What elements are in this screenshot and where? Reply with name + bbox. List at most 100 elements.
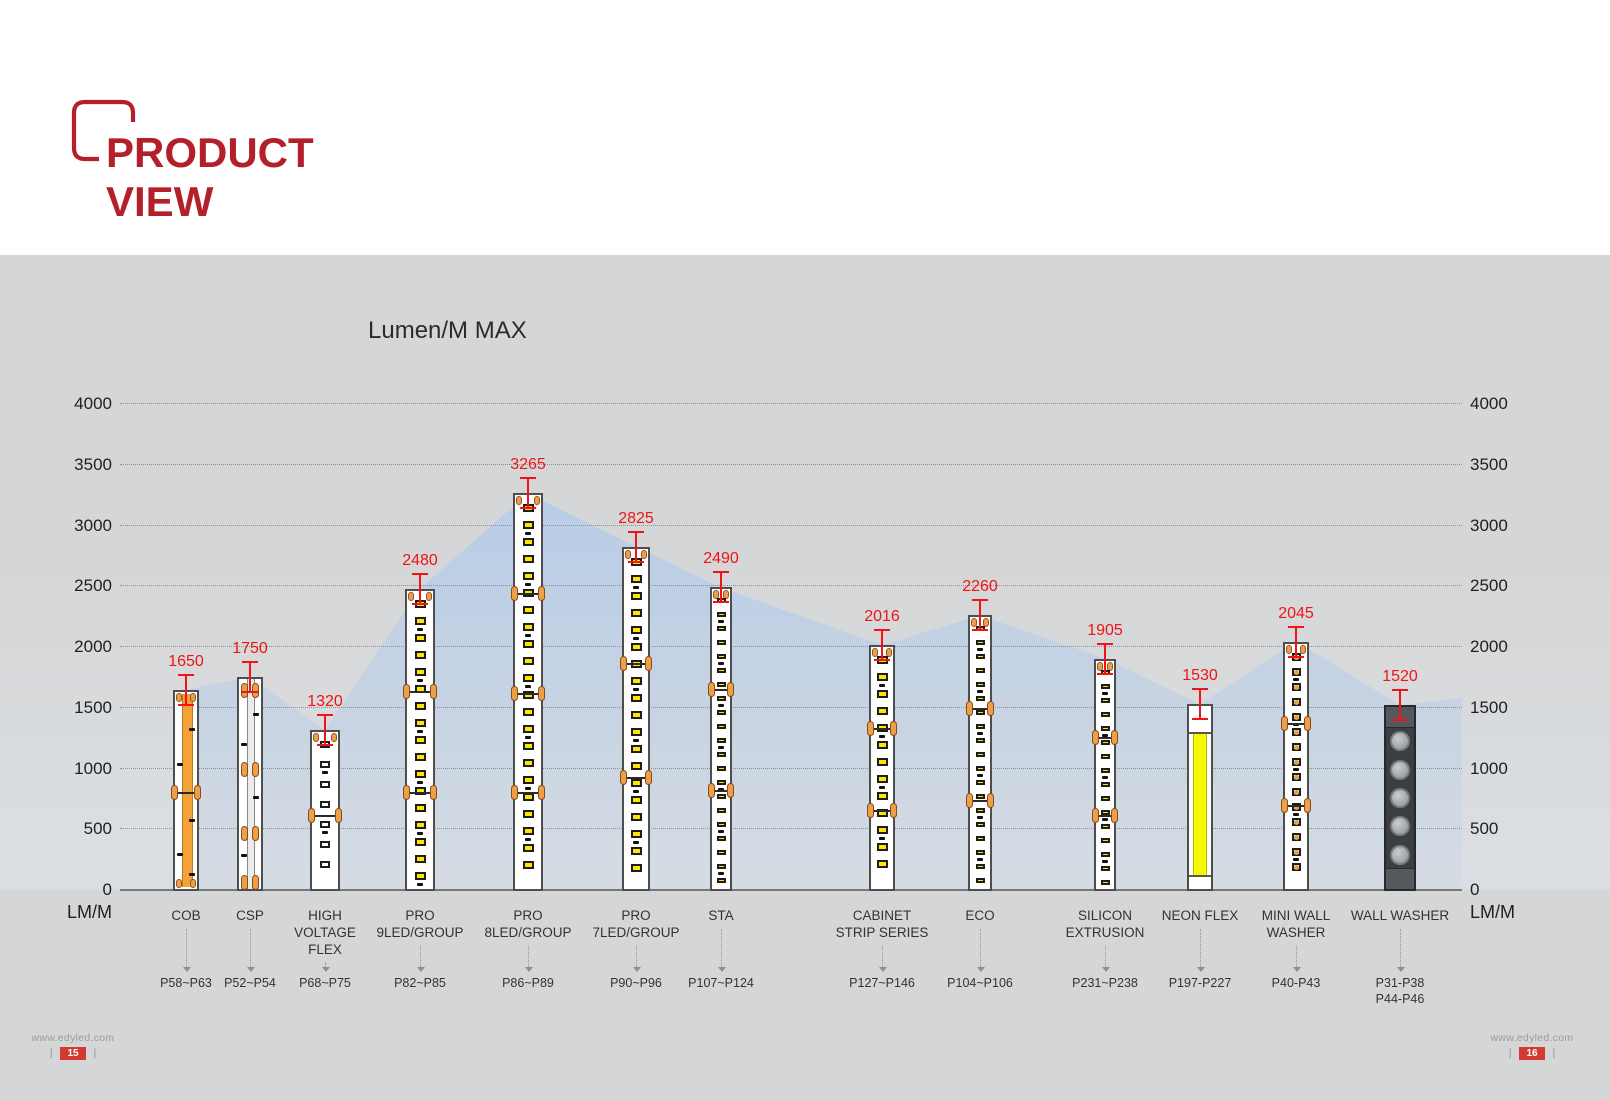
led-chip-icon — [414, 616, 426, 625]
bar-neon-flex — [1187, 704, 1213, 891]
led-chip-icon — [1291, 847, 1301, 856]
solder-pad-icon — [534, 496, 540, 506]
neon-end-cap-top — [1189, 706, 1211, 735]
resistor-icon — [241, 743, 247, 747]
arrow-sta — [721, 929, 722, 967]
connector-pad-icon — [727, 682, 734, 698]
y-tick-left-500: 500 — [83, 819, 112, 839]
lens-icon — [1390, 759, 1410, 780]
error-marker-cob — [178, 673, 194, 706]
error-marker-csp — [242, 661, 258, 694]
solder-pad-icon — [1300, 644, 1306, 654]
resistor-icon — [879, 786, 885, 790]
page-ref-csp: P52~P54 — [185, 975, 315, 991]
error-marker-wall-washer — [1392, 689, 1408, 722]
arrow-silicon-extrusion — [1105, 946, 1106, 967]
error-marker-cap — [1192, 688, 1208, 691]
led-chip-icon — [1291, 817, 1301, 826]
error-marker-stem — [185, 673, 187, 706]
arrow-eco — [980, 929, 981, 967]
connector-pad-icon — [1092, 807, 1099, 823]
error-marker-stem — [1399, 689, 1401, 722]
resistor-icon — [253, 713, 259, 717]
led-chip-icon — [876, 741, 888, 750]
led-chip-icon — [630, 863, 642, 872]
resistor-icon — [1293, 677, 1299, 681]
plot-area: 0 0 500 500 1000 1000 1500 1500 2000 2000 2500 2500… — [0, 255, 1610, 1100]
led-chip-icon — [522, 691, 534, 700]
led-emitter-icon — [1293, 849, 1299, 855]
error-marker-high-voltage-flex — [317, 713, 333, 746]
solder-pad-icon — [190, 878, 196, 888]
error-marker-eco — [972, 599, 988, 632]
category-label-line: WALL WASHER — [1350, 908, 1450, 923]
page-ref-line: P231~P238 — [1072, 976, 1138, 990]
y-tick-right-0: 0 — [1470, 880, 1480, 899]
category-label-line: NEON FLEX — [1161, 908, 1239, 923]
y-tick-left-2500: 2500 — [74, 576, 112, 596]
page-ref-line: P127~P146 — [849, 976, 915, 990]
gridline-4000 — [120, 403, 1462, 404]
led-chip-icon — [320, 780, 330, 788]
y-tick-left-1500: 1500 — [74, 697, 112, 717]
segment-line — [869, 728, 895, 731]
connector-pad-icon — [708, 783, 715, 799]
solder-pad-icon — [1286, 644, 1292, 654]
y-tick-left-0: 0 — [102, 880, 112, 899]
segment-line — [310, 814, 340, 817]
csp-channel — [247, 679, 255, 889]
led-chip-icon — [1291, 697, 1301, 706]
page-ref-pro-7led-group: P90~P96 — [571, 975, 701, 991]
connector-pad-icon — [1281, 715, 1288, 731]
led-emitter-icon — [1293, 669, 1299, 675]
connector-pad-icon — [987, 793, 994, 809]
connector-pad-icon — [403, 784, 410, 800]
connector-pad-icon — [1111, 729, 1118, 745]
error-marker-neon-flex — [1192, 688, 1208, 721]
unit-label-left: LM/M — [67, 902, 112, 922]
error-marker-cap — [317, 713, 333, 716]
solder-pad-icon — [625, 549, 631, 559]
arrowhead-icon — [247, 967, 255, 972]
page-title-line1: PRODUCT — [106, 129, 314, 176]
led-chip-icon — [522, 623, 534, 632]
led-chip-icon — [975, 780, 985, 786]
neon-end-cap-bottom — [1189, 874, 1211, 889]
connector-pad-icon — [430, 784, 437, 800]
solder-pad-icon — [426, 591, 432, 601]
connector-pad-icon — [241, 826, 248, 842]
solder-pad-icon — [983, 618, 989, 628]
resistor-icon — [1102, 775, 1108, 779]
led-chip-icon — [1100, 753, 1110, 759]
category-label-line: STA — [708, 908, 734, 923]
page-ref-line: P90~P96 — [610, 976, 662, 990]
error-marker-cap — [520, 507, 536, 510]
connector-pad-icon — [987, 701, 994, 717]
connector-pad-icon — [708, 682, 715, 698]
gridline-3500 — [120, 463, 1462, 465]
connector-pad-icon — [1092, 729, 1099, 745]
y-tick-right-3000: 3000 — [1470, 515, 1508, 535]
connector-pad-icon — [890, 721, 897, 737]
connector-pad-icon — [538, 686, 545, 702]
solder-pad-icon — [723, 590, 729, 600]
segment-line — [622, 776, 650, 779]
led-chip-icon — [876, 673, 888, 682]
arrowhead-icon — [1293, 967, 1301, 972]
led-chip-icon — [522, 657, 534, 666]
led-chip-icon — [1291, 667, 1301, 676]
led-chip-icon — [876, 690, 888, 699]
error-marker-stem — [527, 477, 529, 510]
pipe-decoration: | — [1508, 1048, 1512, 1059]
connector-pad-icon — [620, 655, 627, 671]
category-label-wall-washer: WALL WASHER — [1325, 907, 1475, 924]
gridline-500 — [120, 828, 1462, 830]
page-ref-cabinet-strip-series: P127~P146 — [817, 975, 947, 991]
error-marker-cabinet-strip-series — [874, 629, 890, 662]
error-marker-cap — [874, 659, 890, 662]
page-ref-wall-washer: P31-P38 P44-P46 — [1335, 975, 1465, 1007]
resistor-icon — [879, 837, 885, 841]
arrow-cob — [186, 929, 187, 967]
led-chip-icon — [320, 860, 330, 868]
led-emitter-icon — [1293, 864, 1299, 870]
